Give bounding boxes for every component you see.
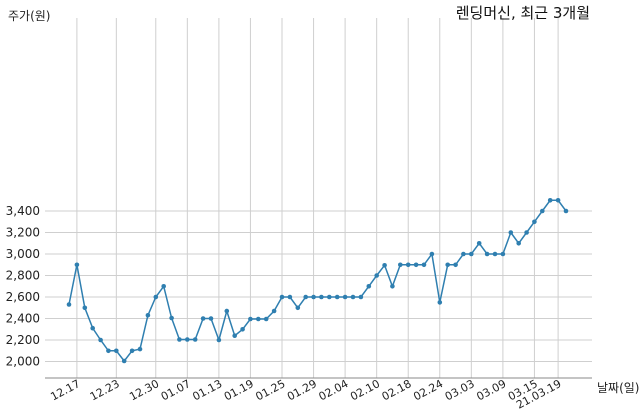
x-tick-label: 12.30 (127, 377, 161, 403)
x-tick-label: 01.13 (190, 377, 224, 403)
data-point (106, 348, 111, 354)
data-point (437, 300, 443, 305)
data-point (66, 302, 72, 307)
data-point (398, 262, 403, 268)
data-point (319, 294, 324, 300)
x-tick-label: 12.17 (48, 377, 82, 403)
data-point (311, 294, 316, 300)
data-point (469, 251, 474, 257)
y-tick-label: 2,800 (6, 269, 40, 283)
data-point (303, 294, 309, 300)
y-tick-label: 3,200 (6, 226, 40, 240)
data-point (540, 208, 545, 214)
data-point (500, 251, 506, 257)
data-point (216, 337, 222, 343)
data-point (232, 333, 237, 339)
x-axis-label: 날짜(일) (597, 381, 639, 395)
data-point (263, 316, 269, 322)
data-point (563, 208, 569, 214)
x-tick-label: 02.24 (411, 377, 445, 403)
x-tick-label: 03.09 (474, 377, 508, 403)
y-axis-label: 주가(원) (8, 9, 50, 23)
data-point (145, 313, 151, 318)
data-point (366, 284, 372, 289)
x-tick-label: 03.03 (443, 377, 477, 403)
data-point (429, 251, 435, 257)
data-point (208, 316, 214, 321)
data-point (287, 294, 293, 300)
y-tick-label: 2,400 (6, 312, 40, 326)
x-tick-label: 02.04 (317, 377, 351, 403)
chart-title: 렌딩머신, 최근 3개월 (456, 4, 590, 22)
y-tick-label: 3,400 (6, 204, 40, 218)
data-point (192, 337, 198, 342)
x-tick-label: 01.29 (285, 377, 319, 403)
y-tick-label: 3,000 (6, 247, 40, 261)
data-point (169, 315, 174, 321)
data-point (177, 337, 182, 342)
data-point (405, 262, 411, 268)
data-point (461, 251, 466, 257)
data-point (445, 262, 451, 268)
data-point (532, 219, 537, 225)
x-tick-label: 01.07 (159, 377, 193, 403)
data-point (413, 262, 419, 268)
data-point (374, 273, 380, 278)
x-tick-label: 01.25 (253, 377, 287, 403)
data-point (98, 337, 103, 343)
x-tick-label: 02.18 (380, 377, 414, 403)
data-point (547, 198, 553, 203)
data-point (200, 316, 206, 321)
data-point (382, 263, 387, 268)
grid-lines (45, 18, 592, 378)
data-point (129, 348, 135, 354)
data-point (271, 308, 277, 314)
data-point (492, 251, 498, 257)
series-line (68, 199, 567, 363)
data-point (342, 294, 348, 300)
data-point (390, 284, 395, 289)
x-tick-label: 02.10 (348, 377, 382, 403)
data-point (295, 305, 301, 311)
data-point (334, 294, 340, 300)
data-point (114, 348, 119, 354)
data-point (240, 327, 245, 332)
data-point (153, 294, 159, 300)
data-point (524, 230, 529, 235)
data-point (453, 262, 458, 268)
data-point (248, 316, 253, 322)
x-tick-label: 12.23 (88, 377, 122, 403)
data-point (137, 346, 143, 352)
data-point (82, 305, 88, 311)
data-point (350, 294, 356, 300)
data-point (255, 316, 261, 322)
data-point (90, 325, 95, 331)
data-point (121, 358, 127, 364)
y-tick-label: 2,600 (6, 290, 40, 304)
data-point (484, 251, 490, 257)
data-point (476, 241, 482, 246)
data-point (516, 241, 521, 246)
data-point (279, 294, 285, 300)
y-tick-label: 2,000 (6, 355, 40, 369)
series-price (66, 198, 569, 364)
data-point (358, 294, 364, 300)
data-point (508, 230, 514, 235)
data-point (421, 262, 427, 268)
data-point (555, 198, 561, 203)
data-point (224, 308, 230, 314)
data-point (185, 337, 190, 342)
y-tick-label: 2,200 (6, 333, 40, 347)
tick-labels: 2,000 2,200 2,400 2,600 2,800 3,000 3,200 3,400… (6, 204, 564, 412)
data-point (161, 284, 166, 289)
x-tick-label: 01.19 (222, 377, 256, 403)
data-point (74, 262, 80, 268)
data-point (327, 294, 332, 300)
